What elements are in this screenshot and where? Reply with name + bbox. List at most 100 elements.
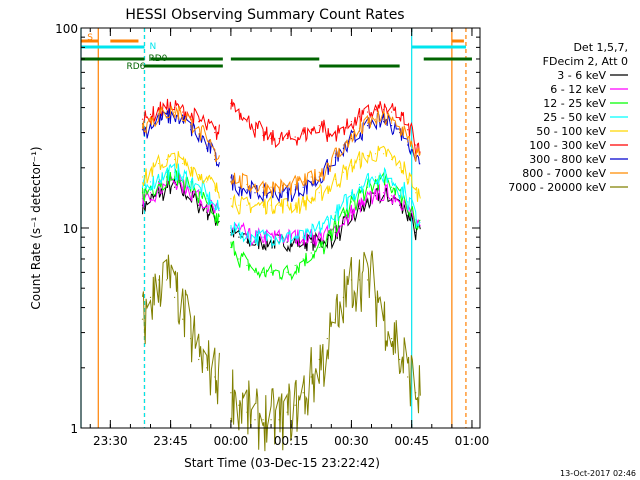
x-axis-label: Start Time (03-Dec-15 23:22:42) <box>184 456 380 470</box>
series-4-point <box>157 162 160 165</box>
legend-entry: 3 - 6 keV <box>557 69 628 82</box>
series-7-point <box>165 111 168 113</box>
series-4-point <box>238 204 240 206</box>
legend-label: 300 - 800 keV <box>529 153 606 166</box>
series-2-point <box>391 186 393 188</box>
series-5-line <box>142 98 421 156</box>
y-tick-label: 10 <box>63 222 78 236</box>
series-4-point <box>382 153 385 155</box>
series-8-line <box>142 250 421 452</box>
series-6-point <box>141 129 144 131</box>
series-3-line <box>142 162 421 249</box>
series-0-point <box>310 241 312 243</box>
axes: 23:30 23:45 00:00 00:15 00:30 00:45 01:00 1 10 10… <box>55 22 489 448</box>
series-5-point <box>149 113 152 115</box>
x-tick-label: 00:15 <box>274 434 309 448</box>
series-7-point <box>366 122 369 124</box>
series-1-point <box>391 195 393 197</box>
series-5-point <box>278 137 280 140</box>
series-8 <box>141 250 421 452</box>
series-8-point <box>254 419 256 421</box>
series-3-point <box>366 178 369 180</box>
series-7-line <box>142 105 421 197</box>
series-4-point <box>366 155 369 157</box>
series-4 <box>141 145 421 215</box>
series-4-point <box>318 192 320 194</box>
series-7-point <box>206 144 208 146</box>
series-4-point <box>182 162 184 165</box>
y-tick-label: 1 <box>70 422 78 436</box>
series-7 <box>141 105 421 197</box>
series-7-point <box>190 123 192 125</box>
series-3-point <box>238 231 240 234</box>
series-5-point <box>141 118 144 120</box>
legend-label: 50 - 100 keV <box>536 125 606 138</box>
series-1-point <box>382 192 385 194</box>
series-4-point <box>399 167 401 169</box>
legend-label: 6 - 12 keV <box>550 83 606 96</box>
series-5 <box>141 98 421 156</box>
series-7-point <box>342 144 344 146</box>
legend-label: 7000 - 20000 keV <box>508 181 606 194</box>
series-1-line <box>142 172 421 247</box>
series-4-point <box>246 204 248 206</box>
chart-title: HESSI Observing Summary Count Rates <box>125 7 404 23</box>
series-3-point <box>374 176 377 178</box>
series-2-point <box>310 252 312 254</box>
series-4-point <box>206 181 208 183</box>
series-4-line <box>142 145 421 215</box>
series-3-point <box>206 198 208 200</box>
series-6-point <box>254 192 256 194</box>
series-5-point <box>246 121 248 123</box>
series-4-point <box>141 176 144 178</box>
series-6-point <box>238 186 240 188</box>
series-4-point <box>230 198 232 200</box>
series-8-point <box>149 296 152 298</box>
series-3-point <box>149 181 152 183</box>
legend-entry: 12 - 25 keV <box>543 97 628 110</box>
series-3-point <box>407 201 409 203</box>
series-2-point <box>342 211 344 213</box>
series-5-point <box>302 133 304 135</box>
legend-label: 800 - 7000 keV <box>522 167 606 180</box>
series-2-point <box>350 201 353 203</box>
series-7-point <box>318 171 320 173</box>
series-8-point <box>198 358 200 361</box>
legend-entry: 7000 - 20000 keV <box>508 181 628 194</box>
legend-label: 12 - 25 keV <box>543 97 606 110</box>
legend-entry: 300 - 800 keV <box>529 153 628 166</box>
series-8-point <box>366 279 369 281</box>
legend-label: 25 - 50 keV <box>543 111 606 124</box>
series-2-point <box>238 258 240 260</box>
legend-entry: 800 - 7000 keV <box>522 167 628 180</box>
x-tick-label: 00:00 <box>214 434 249 448</box>
series-3-point <box>198 189 200 191</box>
series-0-point <box>286 241 288 243</box>
x-tick-label: 00:45 <box>394 434 429 448</box>
series-5-point <box>415 144 417 146</box>
series-5-point <box>374 109 377 111</box>
series-6-point <box>246 189 248 191</box>
series-5-point <box>318 125 320 127</box>
series-3 <box>141 162 421 249</box>
series-2-point <box>302 258 304 260</box>
legend-entry: 100 - 300 keV <box>529 139 628 152</box>
series-7-point <box>270 186 272 188</box>
y-tick-label: 100 <box>55 22 78 36</box>
series-8-point <box>230 392 232 394</box>
series-2-point <box>294 264 296 267</box>
series-8-point <box>174 296 176 298</box>
plot-area <box>80 28 467 452</box>
series-4-point <box>278 204 280 206</box>
series-4-point <box>374 153 377 155</box>
flag-s-label: S <box>87 33 93 43</box>
series-5-point <box>214 131 216 134</box>
series-5-point <box>286 137 288 140</box>
series-6-point <box>366 125 369 127</box>
series-5-point <box>350 121 353 123</box>
x-tick-label: 01:00 <box>455 434 490 448</box>
series-4-point <box>342 171 344 173</box>
series-7-point <box>302 181 304 183</box>
